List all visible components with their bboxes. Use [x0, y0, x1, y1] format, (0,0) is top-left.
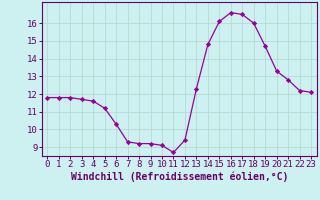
- X-axis label: Windchill (Refroidissement éolien,°C): Windchill (Refroidissement éolien,°C): [70, 172, 288, 182]
